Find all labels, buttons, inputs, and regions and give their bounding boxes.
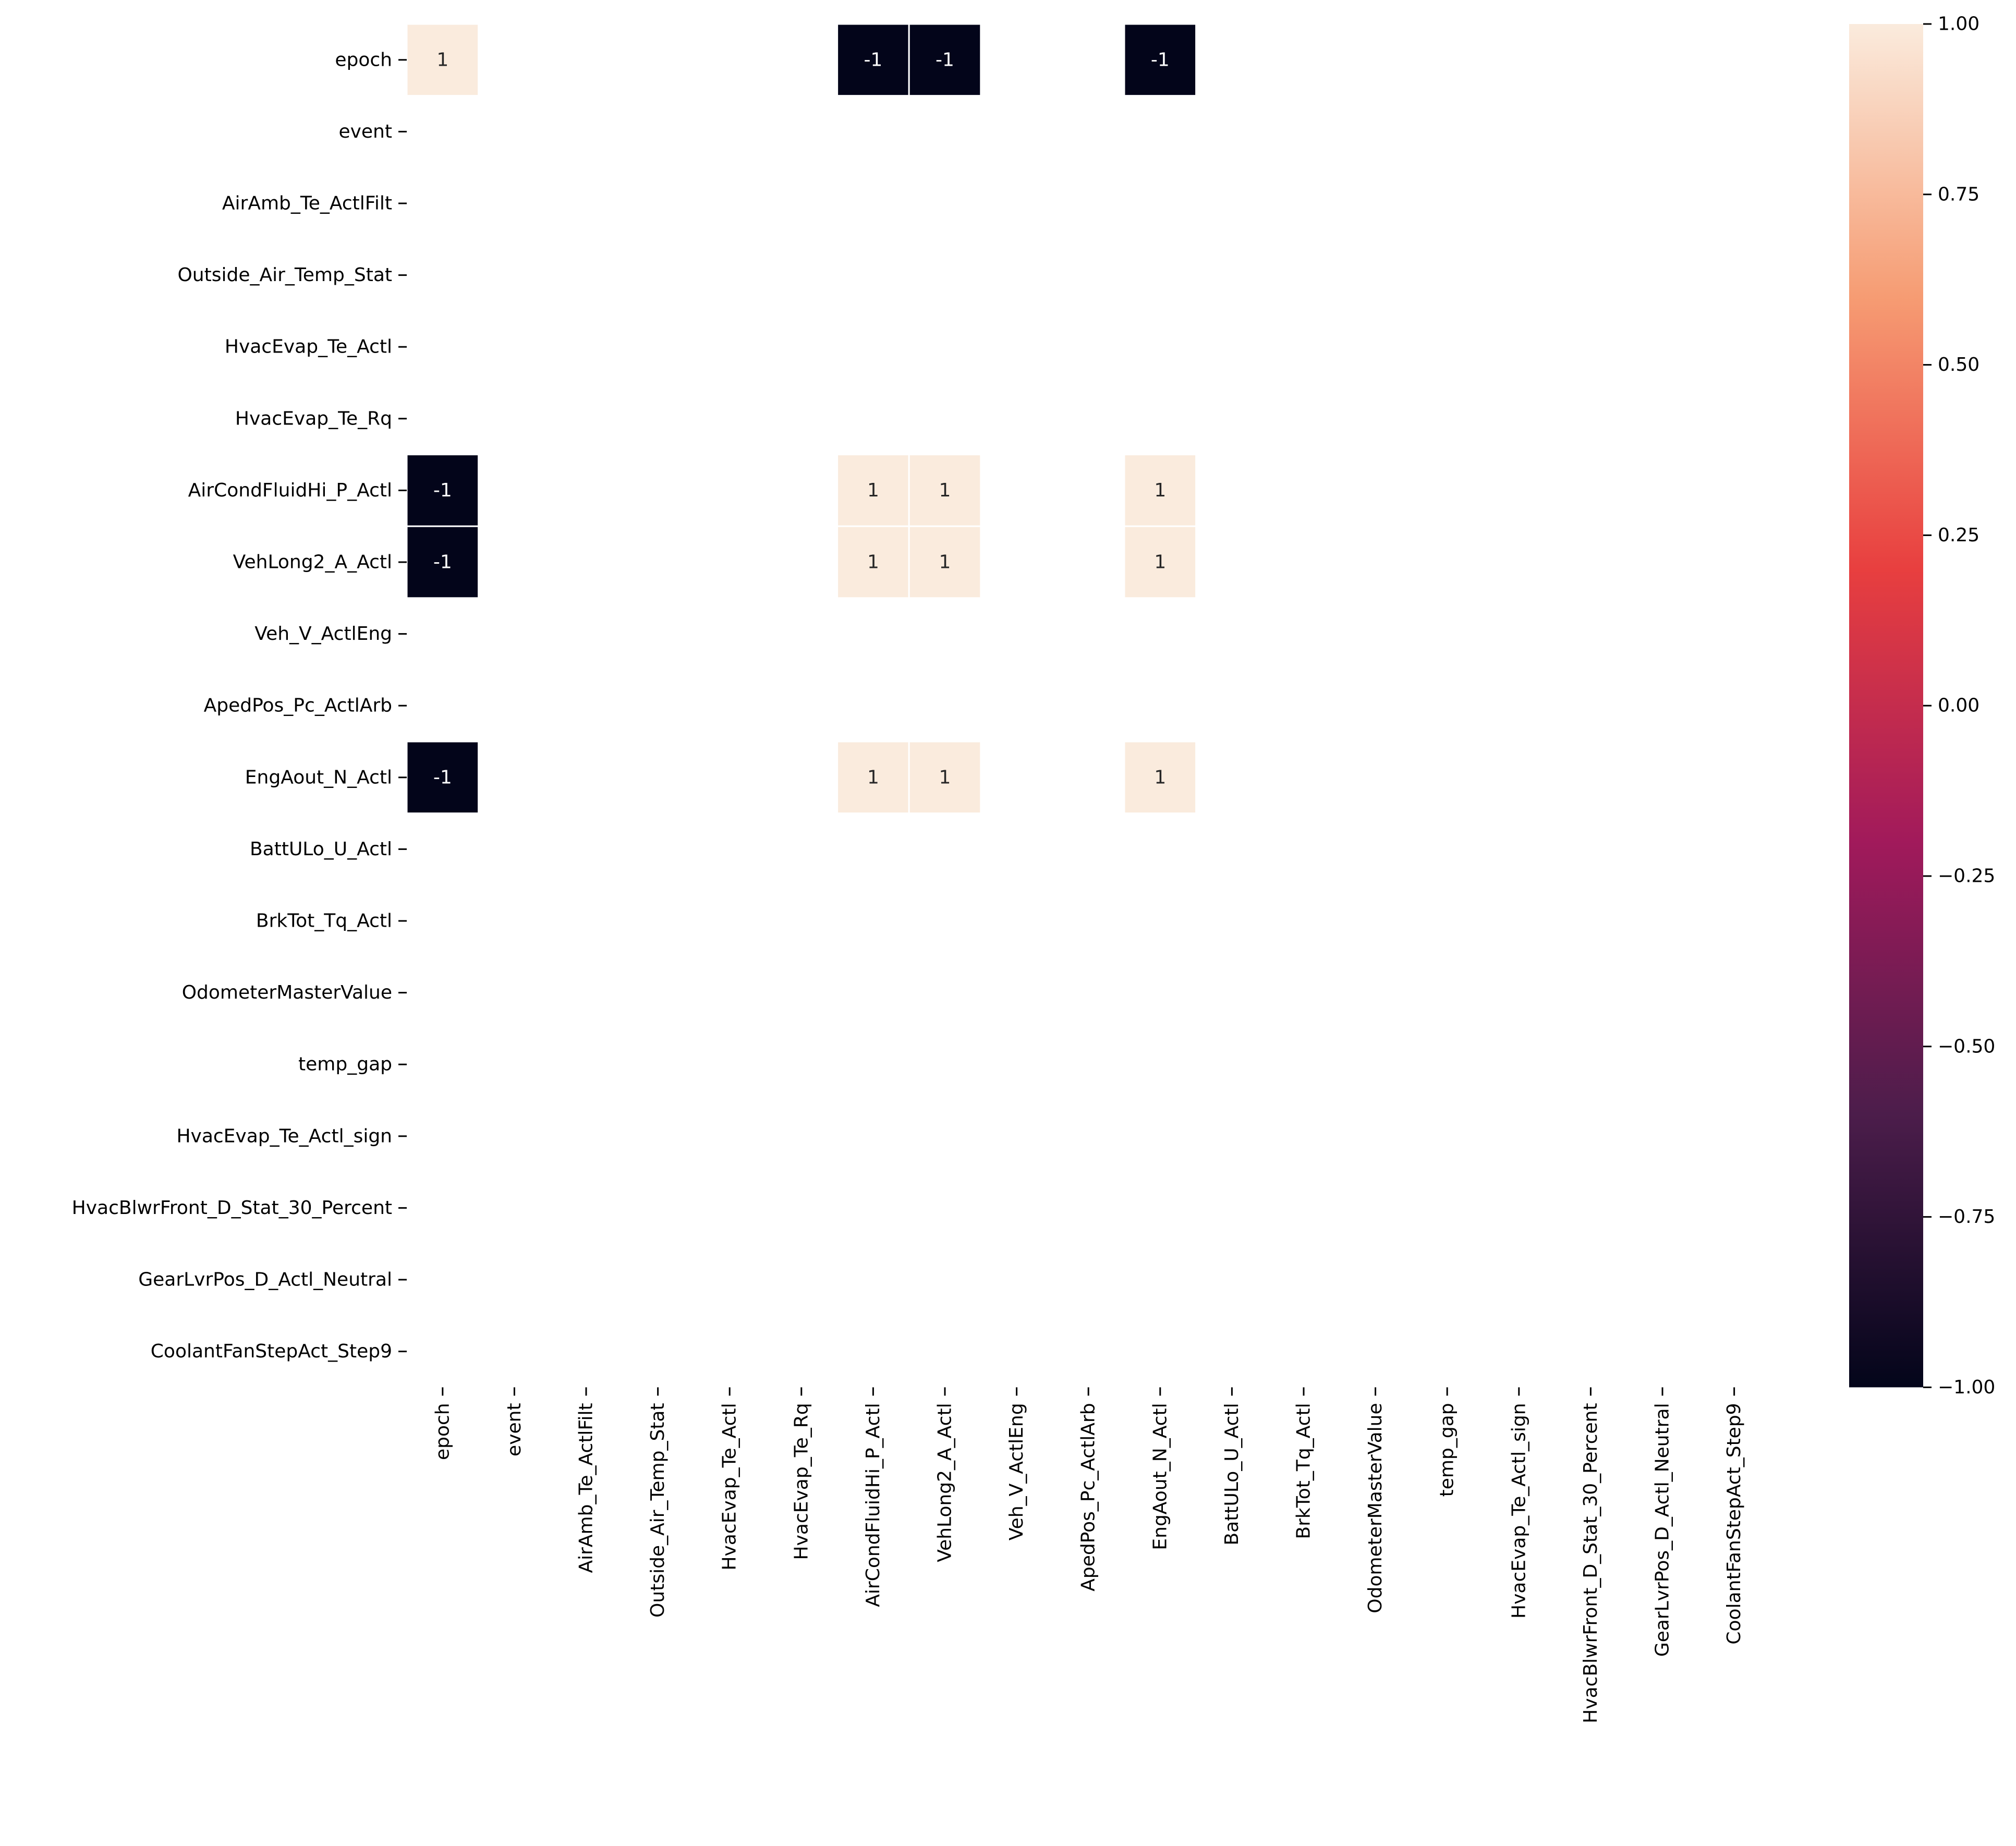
heatmap-cell [1123, 525, 1197, 599]
cell-value-label: 1 [939, 767, 951, 788]
y-tick-label: GearLvrPos_D_Actl_Neutral [138, 1269, 392, 1291]
cell-value-label: 1 [939, 552, 951, 573]
y-tick-label: HvacEvap_Te_Actl [225, 336, 392, 358]
heatmap-cells [406, 23, 1197, 815]
x-tick-label: OdometerMasterValue [1365, 1403, 1386, 1613]
heatmap-cell [836, 525, 910, 599]
heatmap-cell [1123, 454, 1197, 527]
cell-value-label: 1 [436, 49, 448, 70]
y-tick-label: OdometerMasterValue [182, 982, 392, 1003]
y-tick-label: HvacEvap_Te_Rq [235, 408, 392, 429]
cell-value-label: 1 [1154, 767, 1166, 788]
colorbar-tick-label: −0.50 [1938, 1036, 1995, 1057]
cell-annotations: 1 -1 -1 -1 -1 1 1 1 -1 1 1 1 -1 1 1 1 [433, 49, 1170, 788]
cell-value-label: -1 [433, 480, 452, 501]
cell-value-label: -1 [433, 767, 452, 788]
x-tick-label: HvacEvap_Te_Rq [791, 1403, 812, 1560]
heatmap-cell [1123, 23, 1197, 97]
x-tick-label: HvacEvap_Te_Actl_sign [1508, 1403, 1529, 1619]
x-tick-label: AirAmb_Te_ActlFilt [576, 1403, 597, 1573]
x-tick-label: epoch [432, 1403, 453, 1460]
y-tick-label: HvacEvap_Te_Actl_sign [176, 1125, 392, 1147]
y-tick-label: epoch [335, 49, 392, 70]
x-tick-label: BattULo_U_Actl [1221, 1403, 1243, 1545]
cell-value-label: -1 [1151, 49, 1170, 70]
y-tick-label: event [338, 121, 392, 142]
x-tick-label: Veh_V_ActlEng [1006, 1403, 1027, 1540]
heatmap-cell [908, 454, 982, 527]
x-tick-label: VehLong2_A_Actl [934, 1403, 956, 1562]
colorbar-tick-label: −0.25 [1938, 866, 1995, 887]
cell-value-label: -1 [864, 49, 882, 70]
colorbar-ticks: 1.00 0.75 0.50 0.25 0.00 −0.25 −0.50 −0.75 −1.00 [1923, 14, 1995, 1398]
heatmap-cell [908, 525, 982, 599]
y-tick-label: ApedPos_Pc_ActlArb [204, 695, 392, 716]
y-tick-label: Veh_V_ActlEng [254, 623, 392, 645]
y-tick-label: EngAout_N_Actl [245, 767, 392, 788]
x-tick-label: AirCondFluidHi_P_Actl [863, 1403, 884, 1607]
cell-value-label: 1 [1154, 552, 1166, 573]
x-tick-label: CoolantFanStepAct_Step9 [1723, 1403, 1745, 1644]
x-tick-label: EngAout_N_Actl [1149, 1403, 1171, 1550]
cell-value-label: 1 [1154, 480, 1166, 501]
heatmap-cell [836, 740, 910, 815]
colorbar-tick-label: −0.75 [1938, 1206, 1995, 1228]
x-tick-label: HvacBlwrFront_D_Stat_30_Percent [1580, 1403, 1601, 1723]
colorbar-tick-label: 1.00 [1938, 14, 1979, 35]
colorbar-tick-label: 0.75 [1938, 184, 1979, 205]
y-tick-label: temp_gap [298, 1054, 392, 1075]
heatmap-cell [836, 23, 910, 97]
heatmap-cell [908, 23, 982, 97]
heatmap-cell [908, 740, 982, 815]
x-tick-label: event [504, 1403, 525, 1456]
y-axis: epoch event AirAmb_Te_ActlFilt Outside_Air_… [72, 49, 407, 1362]
y-tick-label: HvacBlwrFront_D_Stat_30_Percent [72, 1197, 392, 1219]
x-tick-label: GearLvrPos_D_Actl_Neutral [1652, 1403, 1673, 1657]
x-tick-label: HvacEvap_Te_Actl [719, 1403, 740, 1570]
colorbar-tick-label: 0.00 [1938, 695, 1979, 716]
colorbar-tick-label: 0.25 [1938, 525, 1979, 546]
x-tick-label: temp_gap [1437, 1403, 1458, 1497]
y-tick-label: AirCondFluidHi_P_Actl [188, 480, 392, 501]
colorbar [1849, 24, 1923, 1388]
y-tick-label: CoolantFanStepAct_Step9 [151, 1341, 392, 1362]
y-tick-label: BattULo_U_Actl [250, 839, 392, 860]
cell-value-label: 1 [867, 552, 879, 573]
y-tick-label: VehLong2_A_Actl [233, 552, 392, 573]
cell-value-label: 1 [867, 767, 879, 788]
x-tick-label: ApedPos_Pc_ActlArb [1078, 1403, 1099, 1591]
x-tick-label: BrkTot_Tq_Actl [1293, 1403, 1315, 1539]
colorbar-tick-label: −1.00 [1938, 1377, 1995, 1398]
x-tick-label: Outside_Air_Temp_Stat [647, 1403, 669, 1618]
heatmap-cell [406, 23, 480, 97]
cell-value-label: -1 [433, 552, 452, 573]
cell-value-label: 1 [939, 480, 951, 501]
heatmap-cell [1123, 740, 1197, 815]
colorbar-gradient [1849, 24, 1923, 1388]
y-tick-label: AirAmb_Te_ActlFilt [222, 193, 392, 214]
cell-value-label: -1 [936, 49, 954, 70]
colorbar-tick-label: 0.50 [1938, 354, 1979, 375]
x-axis: epoch event AirAmb_Te_ActlFilt Outside_Air_… [432, 1387, 1745, 1723]
y-tick-label: BrkTot_Tq_Actl [256, 910, 392, 932]
y-tick-label: Outside_Air_Temp_Stat [177, 264, 392, 286]
cell-value-label: 1 [867, 480, 879, 501]
